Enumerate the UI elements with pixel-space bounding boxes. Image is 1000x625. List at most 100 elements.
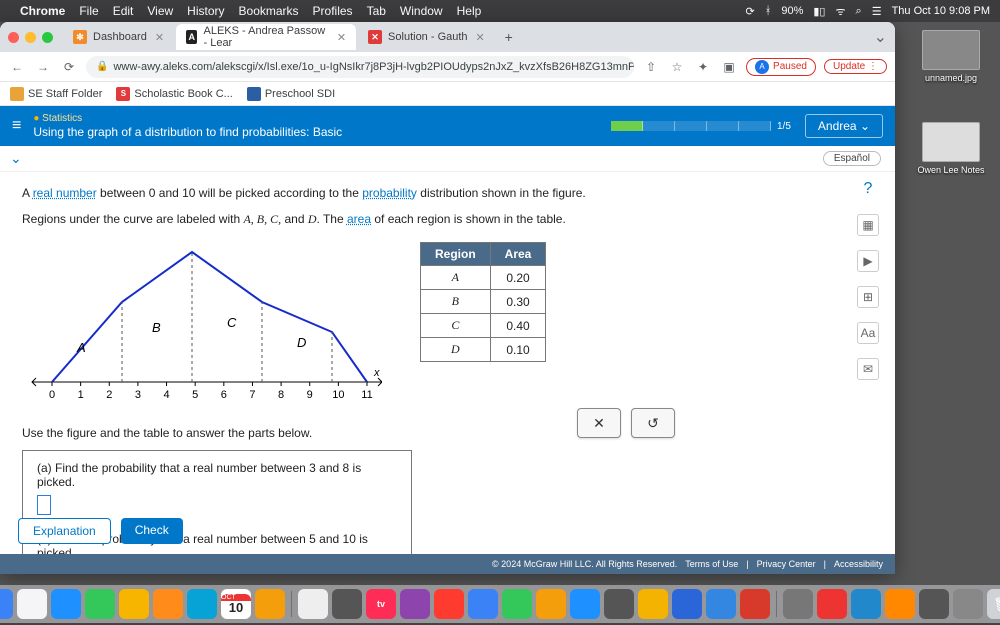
close-tab-icon[interactable]: ✕ xyxy=(476,31,485,44)
dock-app-icon[interactable] xyxy=(255,589,285,619)
menu-item[interactable]: Help xyxy=(457,4,482,18)
dock-app-icon[interactable] xyxy=(85,589,115,619)
address-bar[interactable]: 🔒 www-awy.aleks.com/alekscgi/x/Isl.exe/1… xyxy=(86,56,634,78)
message-icon[interactable]: ✉ xyxy=(857,358,879,380)
forward-button[interactable]: → xyxy=(34,60,52,74)
dock-app-icon[interactable] xyxy=(400,589,430,619)
dock-app-icon[interactable] xyxy=(740,589,770,619)
menu-item[interactable]: Edit xyxy=(113,4,134,18)
dock-app-icon[interactable] xyxy=(298,589,328,619)
file-thumbnail-icon xyxy=(922,30,980,70)
dock-app-icon[interactable] xyxy=(919,589,949,619)
svg-text:x: x xyxy=(373,367,380,379)
dock-app-icon[interactable] xyxy=(51,589,81,619)
dock-app-icon[interactable] xyxy=(502,589,532,619)
browser-tab[interactable]: AALEKS - Andrea Passow - Lear✕ xyxy=(176,24,356,50)
browser-tab[interactable]: ✕Solution - Gauth✕ xyxy=(358,24,495,50)
share-icon[interactable]: ⇧ xyxy=(642,60,660,74)
control-center-icon[interactable]: ☰ xyxy=(872,5,882,18)
back-button[interactable]: ← xyxy=(8,60,26,74)
update-button[interactable]: Update ⋮ xyxy=(824,59,887,74)
dock-app-icon[interactable] xyxy=(434,589,464,619)
dock-app-icon[interactable] xyxy=(17,589,47,619)
dock-app-icon[interactable] xyxy=(638,589,668,619)
dock-app-icon[interactable] xyxy=(783,589,813,619)
footer-link[interactable]: Privacy Center xyxy=(757,559,816,569)
check-button[interactable]: Check xyxy=(121,518,183,544)
table-header: Region xyxy=(421,243,491,266)
file-name: unnamed.jpg xyxy=(912,73,990,83)
user-menu-button[interactable]: Andrea ⌄ xyxy=(805,114,883,138)
status-icon[interactable]: ⟳ xyxy=(746,5,755,18)
dock-app-icon[interactable] xyxy=(817,589,847,619)
answer-input[interactable] xyxy=(37,495,51,515)
trash-icon[interactable]: 🗑 xyxy=(987,589,1000,619)
desktop: ✻Dashboard✕AALEKS - Andrea Passow - Lear… xyxy=(0,22,1000,585)
definition-link[interactable]: area xyxy=(347,212,371,226)
minimize-window-icon[interactable] xyxy=(25,32,36,43)
dock-app-icon[interactable] xyxy=(604,589,634,619)
dock-app-icon[interactable] xyxy=(570,589,600,619)
clear-button[interactable]: ✕ xyxy=(577,408,621,438)
zoom-window-icon[interactable] xyxy=(42,32,53,43)
collapse-icon[interactable]: ⌄ xyxy=(10,150,22,167)
dock-app-icon[interactable] xyxy=(468,589,498,619)
extensions-icon[interactable]: ✦ xyxy=(694,60,712,74)
dock-app-icon[interactable]: OCT10 xyxy=(221,589,251,619)
menu-item[interactable]: File xyxy=(79,4,98,18)
language-toggle[interactable]: Español xyxy=(823,151,881,166)
close-tab-icon[interactable]: ✕ xyxy=(155,31,164,44)
clock[interactable]: Thu Oct 10 9:08 PM xyxy=(892,5,990,17)
wifi-icon[interactable]: ᯤ xyxy=(835,4,845,19)
nav-menu-icon[interactable]: ≡ xyxy=(12,117,21,135)
menu-item[interactable]: History xyxy=(187,4,224,18)
side-panel-icon[interactable]: ▣ xyxy=(720,60,738,74)
explanation-button[interactable]: Explanation xyxy=(18,518,111,544)
dock-app-icon[interactable] xyxy=(885,589,915,619)
profile-paused-badge[interactable]: APaused xyxy=(746,58,816,76)
text-icon[interactable]: Aa xyxy=(857,322,879,344)
reset-button[interactable]: ↺ xyxy=(631,408,675,438)
definition-link[interactable]: real number xyxy=(33,186,97,200)
star-icon[interactable]: ☆ xyxy=(668,60,686,74)
footer-link[interactable]: Accessibility xyxy=(834,559,883,569)
app-name[interactable]: Chrome xyxy=(20,4,65,18)
dock-app-icon[interactable] xyxy=(187,589,217,619)
dock-app-icon[interactable]: tv xyxy=(366,589,396,619)
close-tab-icon[interactable]: ✕ xyxy=(337,31,346,44)
calculator-icon[interactable]: ▦ xyxy=(857,214,879,236)
menu-item[interactable]: Window xyxy=(400,4,443,18)
dock-app-icon[interactable] xyxy=(153,589,183,619)
menu-item[interactable]: Bookmarks xyxy=(239,4,299,18)
glossary-icon[interactable]: ⊞ xyxy=(857,286,879,308)
desktop-file[interactable]: Owen Lee Notes xyxy=(912,122,990,175)
favicon-icon: ✻ xyxy=(73,30,87,44)
tab-label: ALEKS - Andrea Passow - Lear xyxy=(203,25,328,49)
menu-item[interactable]: Tab xyxy=(367,4,386,18)
dock-app-icon[interactable] xyxy=(0,589,13,619)
dock-app-icon[interactable] xyxy=(332,589,362,619)
close-window-icon[interactable] xyxy=(8,32,19,43)
video-icon[interactable]: ▶ xyxy=(857,250,879,272)
bookmark[interactable]: SE Staff Folder xyxy=(10,87,102,101)
reload-button[interactable]: ⟳ xyxy=(60,60,78,74)
search-icon[interactable]: ⌕ xyxy=(856,5,862,18)
dock-app-icon[interactable] xyxy=(536,589,566,619)
menu-item[interactable]: View xyxy=(147,4,173,18)
dock-app-icon[interactable] xyxy=(706,589,736,619)
dock-app-icon[interactable] xyxy=(851,589,881,619)
help-icon[interactable]: ? xyxy=(857,178,879,200)
bookmark[interactable]: SScholastic Book C... xyxy=(116,87,232,101)
new-tab-button[interactable]: + xyxy=(497,29,521,45)
definition-link[interactable]: probability xyxy=(362,186,417,200)
menu-item[interactable]: Profiles xyxy=(313,4,353,18)
dock-app-icon[interactable] xyxy=(119,589,149,619)
browser-tab[interactable]: ✻Dashboard✕ xyxy=(63,24,174,50)
tabs-chevron-icon[interactable]: ⌄ xyxy=(874,27,887,47)
dock-app-icon[interactable] xyxy=(672,589,702,619)
bookmark[interactable]: Preschool SDI xyxy=(247,87,335,101)
footer-link[interactable]: Terms of Use xyxy=(685,559,738,569)
desktop-file[interactable]: unnamed.jpg xyxy=(912,30,990,83)
dock-app-icon[interactable] xyxy=(953,589,983,619)
bluetooth-icon[interactable]: ᚼ xyxy=(765,5,772,17)
